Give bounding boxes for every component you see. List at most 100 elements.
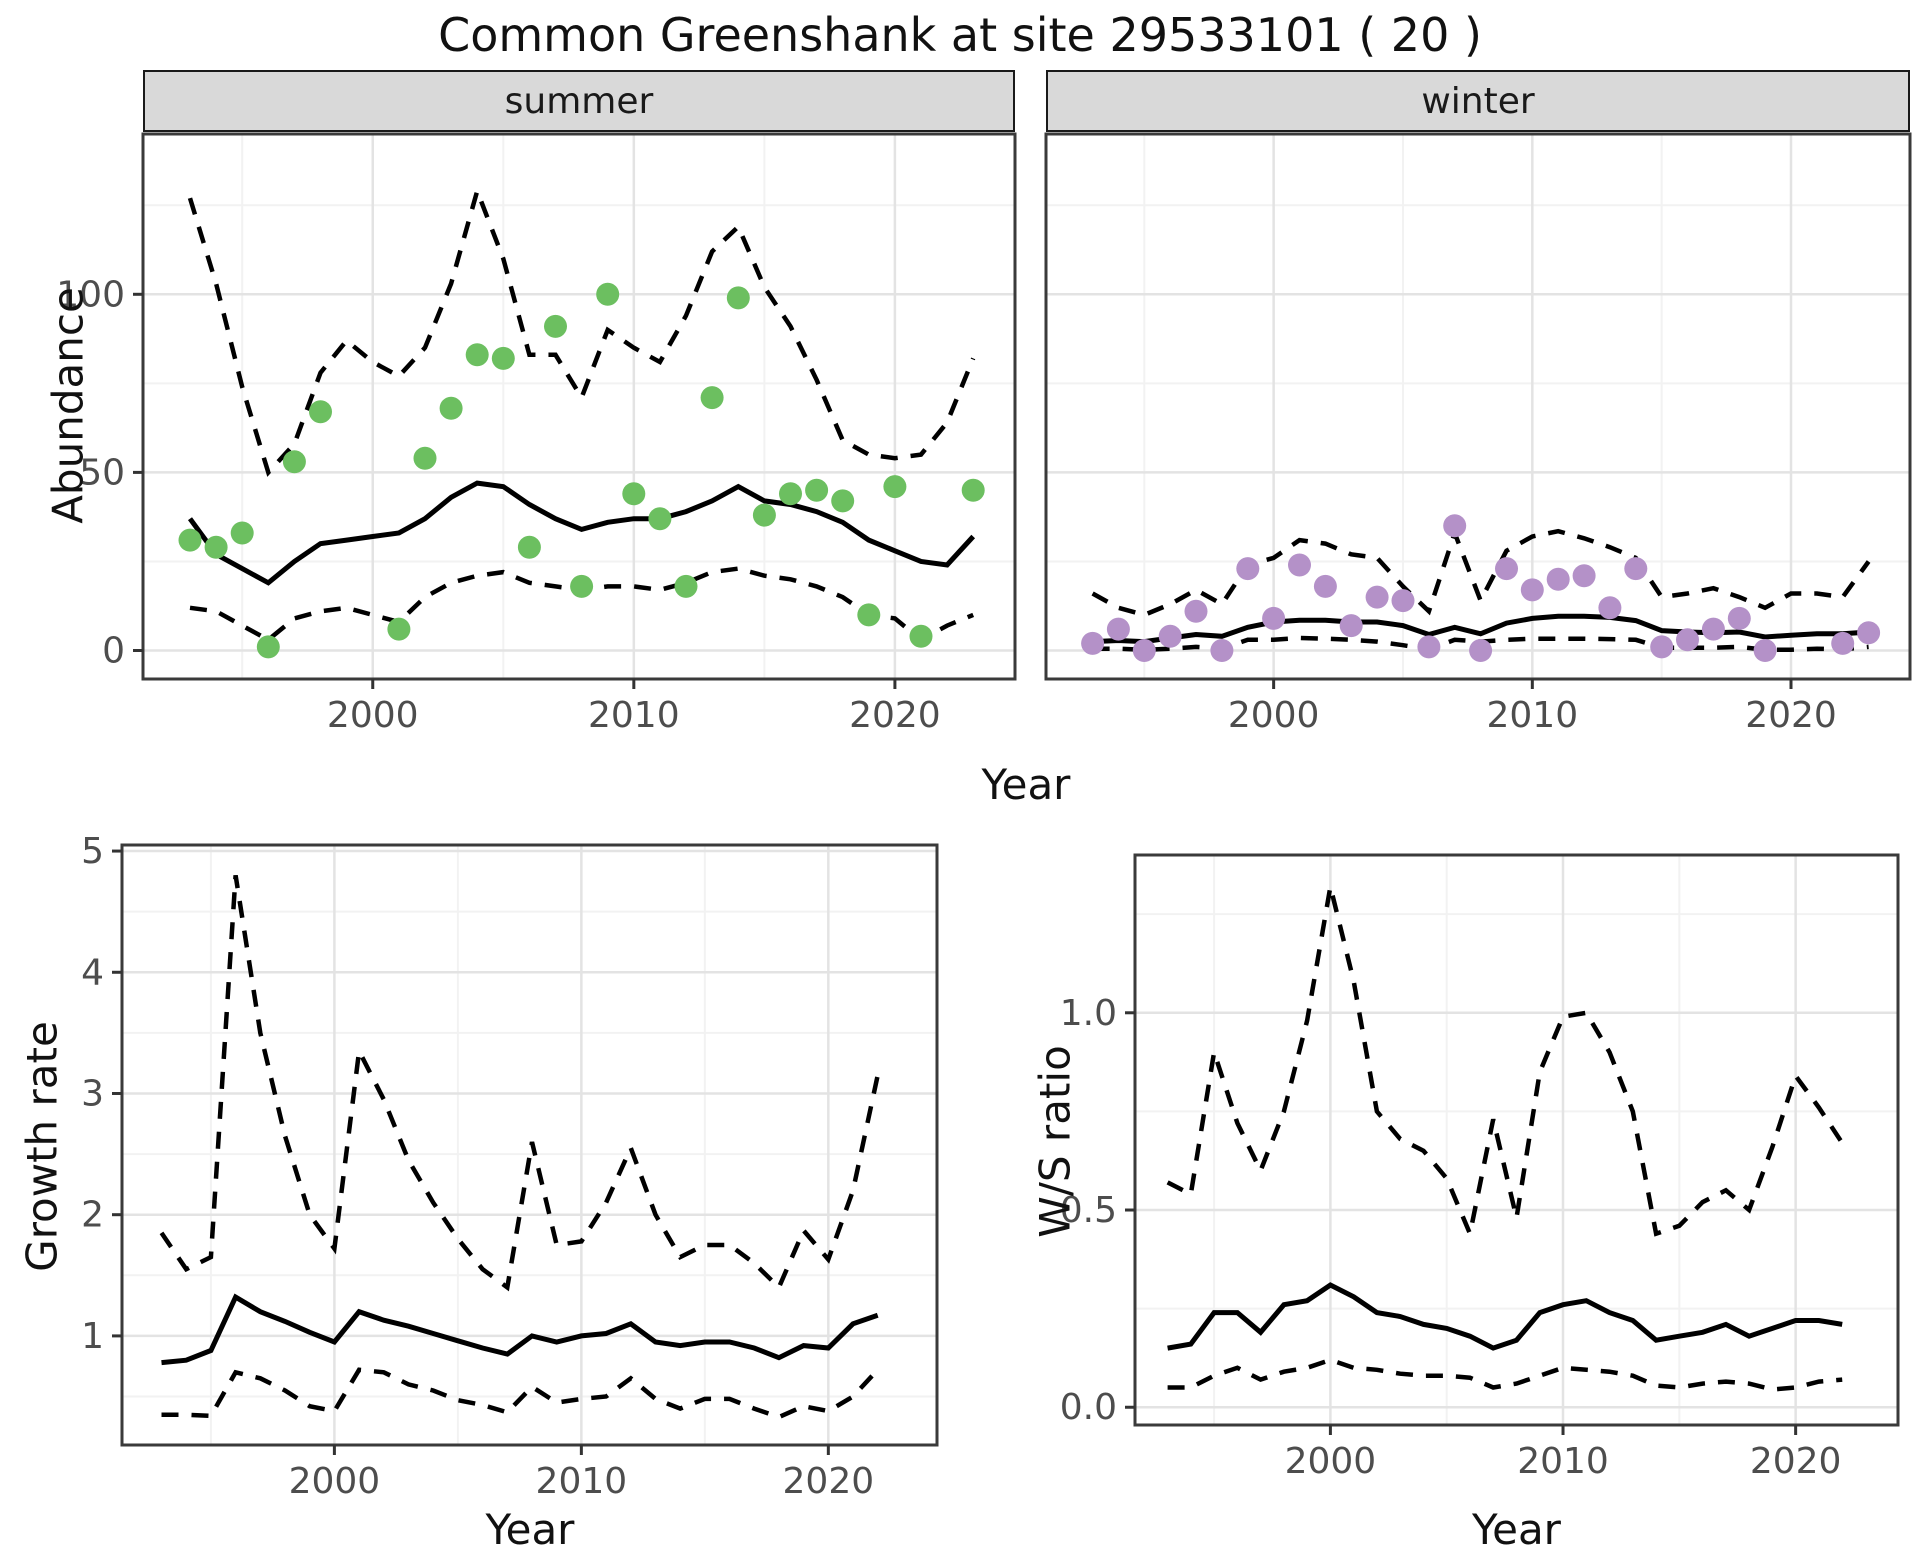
summer-data-point — [491, 346, 515, 370]
winter-data-point — [1546, 567, 1570, 591]
summer-data-point — [961, 478, 985, 502]
ws-lower-ci-line — [1167, 1357, 1843, 1392]
winter-data-point — [1081, 631, 1105, 655]
winter-data-point — [1753, 639, 1777, 662]
growth-x-tick-label: 2020 — [783, 1461, 875, 1502]
summer-data-point — [831, 489, 855, 513]
winter-data-point — [1701, 617, 1725, 641]
ws-y-tick-label: 0.0 — [1060, 1387, 1117, 1428]
summer-data-point — [779, 482, 802, 506]
winter-upper-ci-line — [1091, 526, 1871, 618]
growth-y-tick-label: 3 — [81, 1073, 104, 1114]
y-axis-title-ws-ratio: W/S ratio — [1030, 1045, 1080, 1238]
growth-y-tick-label: 1 — [81, 1316, 104, 1357]
ws-y-tick-label: 0.5 — [1060, 1190, 1117, 1231]
ws-estimate-line — [1167, 1282, 1843, 1351]
winter-data-point — [1598, 596, 1622, 620]
winter-data-point — [1650, 635, 1674, 659]
summer-data-point — [230, 521, 254, 545]
winter-data-point — [1184, 599, 1208, 623]
winter-data-point — [1572, 564, 1596, 588]
summer-data-point — [439, 396, 463, 420]
summer-data-point — [805, 478, 829, 502]
winter-data-point — [1262, 606, 1286, 630]
winter-data-point — [1469, 639, 1493, 662]
winter-panel: 2000 2010 2020 — [1044, 132, 1912, 736]
summer-data-point — [544, 314, 567, 338]
winter-data-point — [1495, 557, 1518, 581]
facet-strip-summer-label: summer — [504, 80, 654, 122]
growth-y-tick-label: 5 — [81, 831, 104, 872]
y-axis-title-abundance: Abundance — [43, 287, 93, 524]
winter-panel-border — [1044, 132, 1912, 681]
ws-y-tick-label: 1.0 — [1060, 993, 1117, 1034]
summer-data-point — [413, 446, 437, 470]
summer-data-point — [857, 603, 881, 627]
winter-points — [1081, 514, 1881, 662]
growth-panel: 2000 2010 2020 1 2 3 4 5 — [81, 831, 939, 1502]
growth-panel-border — [120, 843, 939, 1447]
summer-x-tick-label: 2020 — [849, 695, 941, 736]
summer-panel: 2000 2010 2020 0 50 100 — [56, 132, 1017, 736]
summer-y-tick-label: 50 — [79, 452, 125, 493]
winter-data-point — [1339, 614, 1363, 638]
winter-data-point — [1727, 606, 1751, 630]
winter-data-point — [1210, 639, 1234, 662]
x-axis-title-year-top: Year — [981, 760, 1071, 809]
summer-data-point — [883, 475, 907, 499]
growth-y-tick-label: 4 — [81, 952, 104, 993]
winter-data-point — [1520, 578, 1544, 602]
facet-strip-winter: winter — [1046, 70, 1910, 132]
summer-data-point — [674, 574, 698, 598]
winter-data-point — [1236, 557, 1260, 581]
summer-data-point — [309, 400, 332, 424]
summer-data-point — [387, 617, 411, 641]
facet-strip-summer: summer — [143, 70, 1015, 132]
ws-x-tick-label: 2020 — [1750, 1441, 1842, 1482]
summer-axis-ticks: 2000 2010 2020 0 50 100 — [56, 274, 940, 736]
winter-data-point — [1313, 574, 1337, 598]
winter-data-point — [1417, 635, 1441, 659]
growth-estimate-line — [161, 1293, 879, 1366]
winter-data-point — [1857, 621, 1881, 645]
growth-x-tick-label: 2000 — [289, 1461, 381, 1502]
summer-data-point — [752, 503, 776, 527]
summer-grid-major — [143, 134, 1015, 679]
summer-data-point — [465, 343, 489, 367]
summer-estimate-line — [187, 480, 976, 586]
chart-title: Common Greenshank at site 29533101 ( 20 … — [438, 8, 1482, 62]
summer-grid-minor — [143, 134, 1015, 679]
facet-strip-winter-label: winter — [1421, 80, 1535, 122]
growth-lower-ci-line — [161, 1367, 880, 1420]
summer-data-point — [570, 574, 594, 598]
growth-axis-ticks: 2000 2010 2020 1 2 3 4 5 — [81, 831, 874, 1502]
winter-axis-ticks: 2000 2010 2020 — [1228, 679, 1837, 736]
ws-axis-ticks: 2000 2010 2020 0.0 0.5 1.0 — [1060, 993, 1842, 1482]
winter-data-point — [1624, 557, 1648, 581]
summer-data-point — [596, 282, 620, 306]
ws-upper-ci-line — [1166, 886, 1845, 1242]
summer-points — [178, 282, 985, 659]
winter-data-point — [1158, 624, 1182, 648]
winter-data-point — [1391, 589, 1415, 613]
growth-y-tick-label: 2 — [81, 1195, 104, 1236]
summer-data-point — [256, 635, 280, 659]
x-axis-title-year-ws: Year — [1472, 1505, 1561, 1554]
summer-y-tick-label: 100 — [56, 274, 125, 315]
summer-panel-border — [141, 132, 1017, 681]
winter-estimate-line — [1092, 613, 1869, 645]
ws-grid-minor — [1135, 855, 1898, 1425]
winter-x-tick-label: 2000 — [1228, 695, 1320, 736]
summer-x-tick-label: 2010 — [588, 695, 680, 736]
summer-data-point — [204, 535, 228, 559]
y-axis-title-growth-rate: Growth rate — [17, 1021, 67, 1272]
winter-x-tick-label: 2020 — [1745, 695, 1837, 736]
ws-x-tick-label: 2000 — [1285, 1441, 1377, 1482]
winter-data-point — [1831, 631, 1855, 655]
winter-data-point — [1132, 639, 1156, 662]
ws-x-tick-label: 2010 — [1517, 1441, 1609, 1482]
winter-data-point — [1443, 514, 1467, 538]
winter-data-point — [1365, 585, 1389, 609]
winter-grid-minor — [1046, 134, 1910, 679]
